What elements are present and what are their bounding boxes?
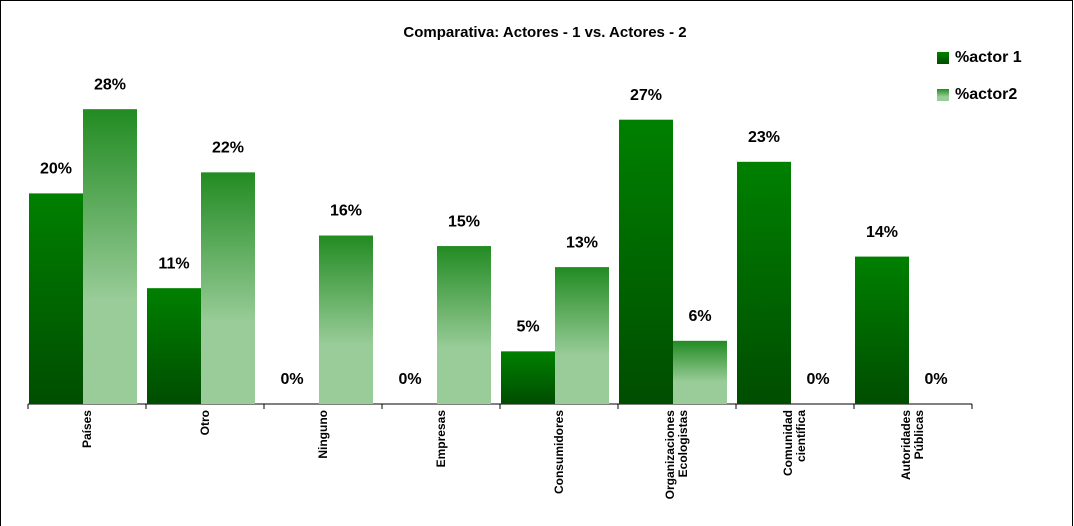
chart-title: Comparativa: Actores - 1 vs. Actores - 2 — [403, 24, 686, 41]
value-label: 22% — [212, 140, 244, 157]
bar — [555, 267, 609, 404]
x-tick-label: Comunidad científica — [781, 410, 808, 476]
bar — [147, 288, 201, 404]
bar — [83, 109, 137, 404]
value-label: 13% — [566, 234, 598, 251]
value-label: 0% — [280, 371, 303, 388]
bar — [855, 256, 909, 404]
bar — [737, 161, 791, 404]
bar — [319, 235, 373, 404]
legend-label: %actor 1 — [955, 49, 1022, 66]
value-label: 14% — [866, 224, 898, 241]
bar — [201, 172, 255, 404]
x-tick-label: Consumidores — [551, 410, 566, 495]
bar — [673, 340, 727, 404]
bar — [619, 119, 673, 404]
value-label: 5% — [516, 319, 539, 336]
x-tick-label: Organizaciones Ecologistas — [663, 410, 690, 500]
value-label: 27% — [630, 87, 662, 104]
bar — [501, 351, 555, 404]
legend-swatch — [937, 52, 949, 64]
value-label: 16% — [330, 203, 362, 220]
legend-swatch — [937, 89, 949, 101]
x-tick-label: Ninguno — [315, 410, 330, 459]
value-label: 0% — [398, 371, 421, 388]
x-tick-label: Países — [79, 410, 94, 449]
value-label: 23% — [748, 129, 780, 146]
legend-label: %actor2 — [955, 86, 1017, 103]
value-label: 0% — [924, 371, 947, 388]
x-tick-label: Empresas — [433, 410, 448, 468]
value-label: 15% — [448, 213, 480, 230]
value-label: 6% — [688, 308, 711, 325]
value-label: 20% — [40, 161, 72, 178]
x-tick-label: Autoridades Públicas — [899, 410, 926, 481]
bar — [29, 193, 83, 404]
value-label: 11% — [158, 255, 189, 272]
value-label: 28% — [94, 76, 126, 93]
bar — [437, 246, 491, 404]
value-label: 0% — [806, 371, 829, 388]
x-tick-label: Otro — [197, 410, 212, 436]
